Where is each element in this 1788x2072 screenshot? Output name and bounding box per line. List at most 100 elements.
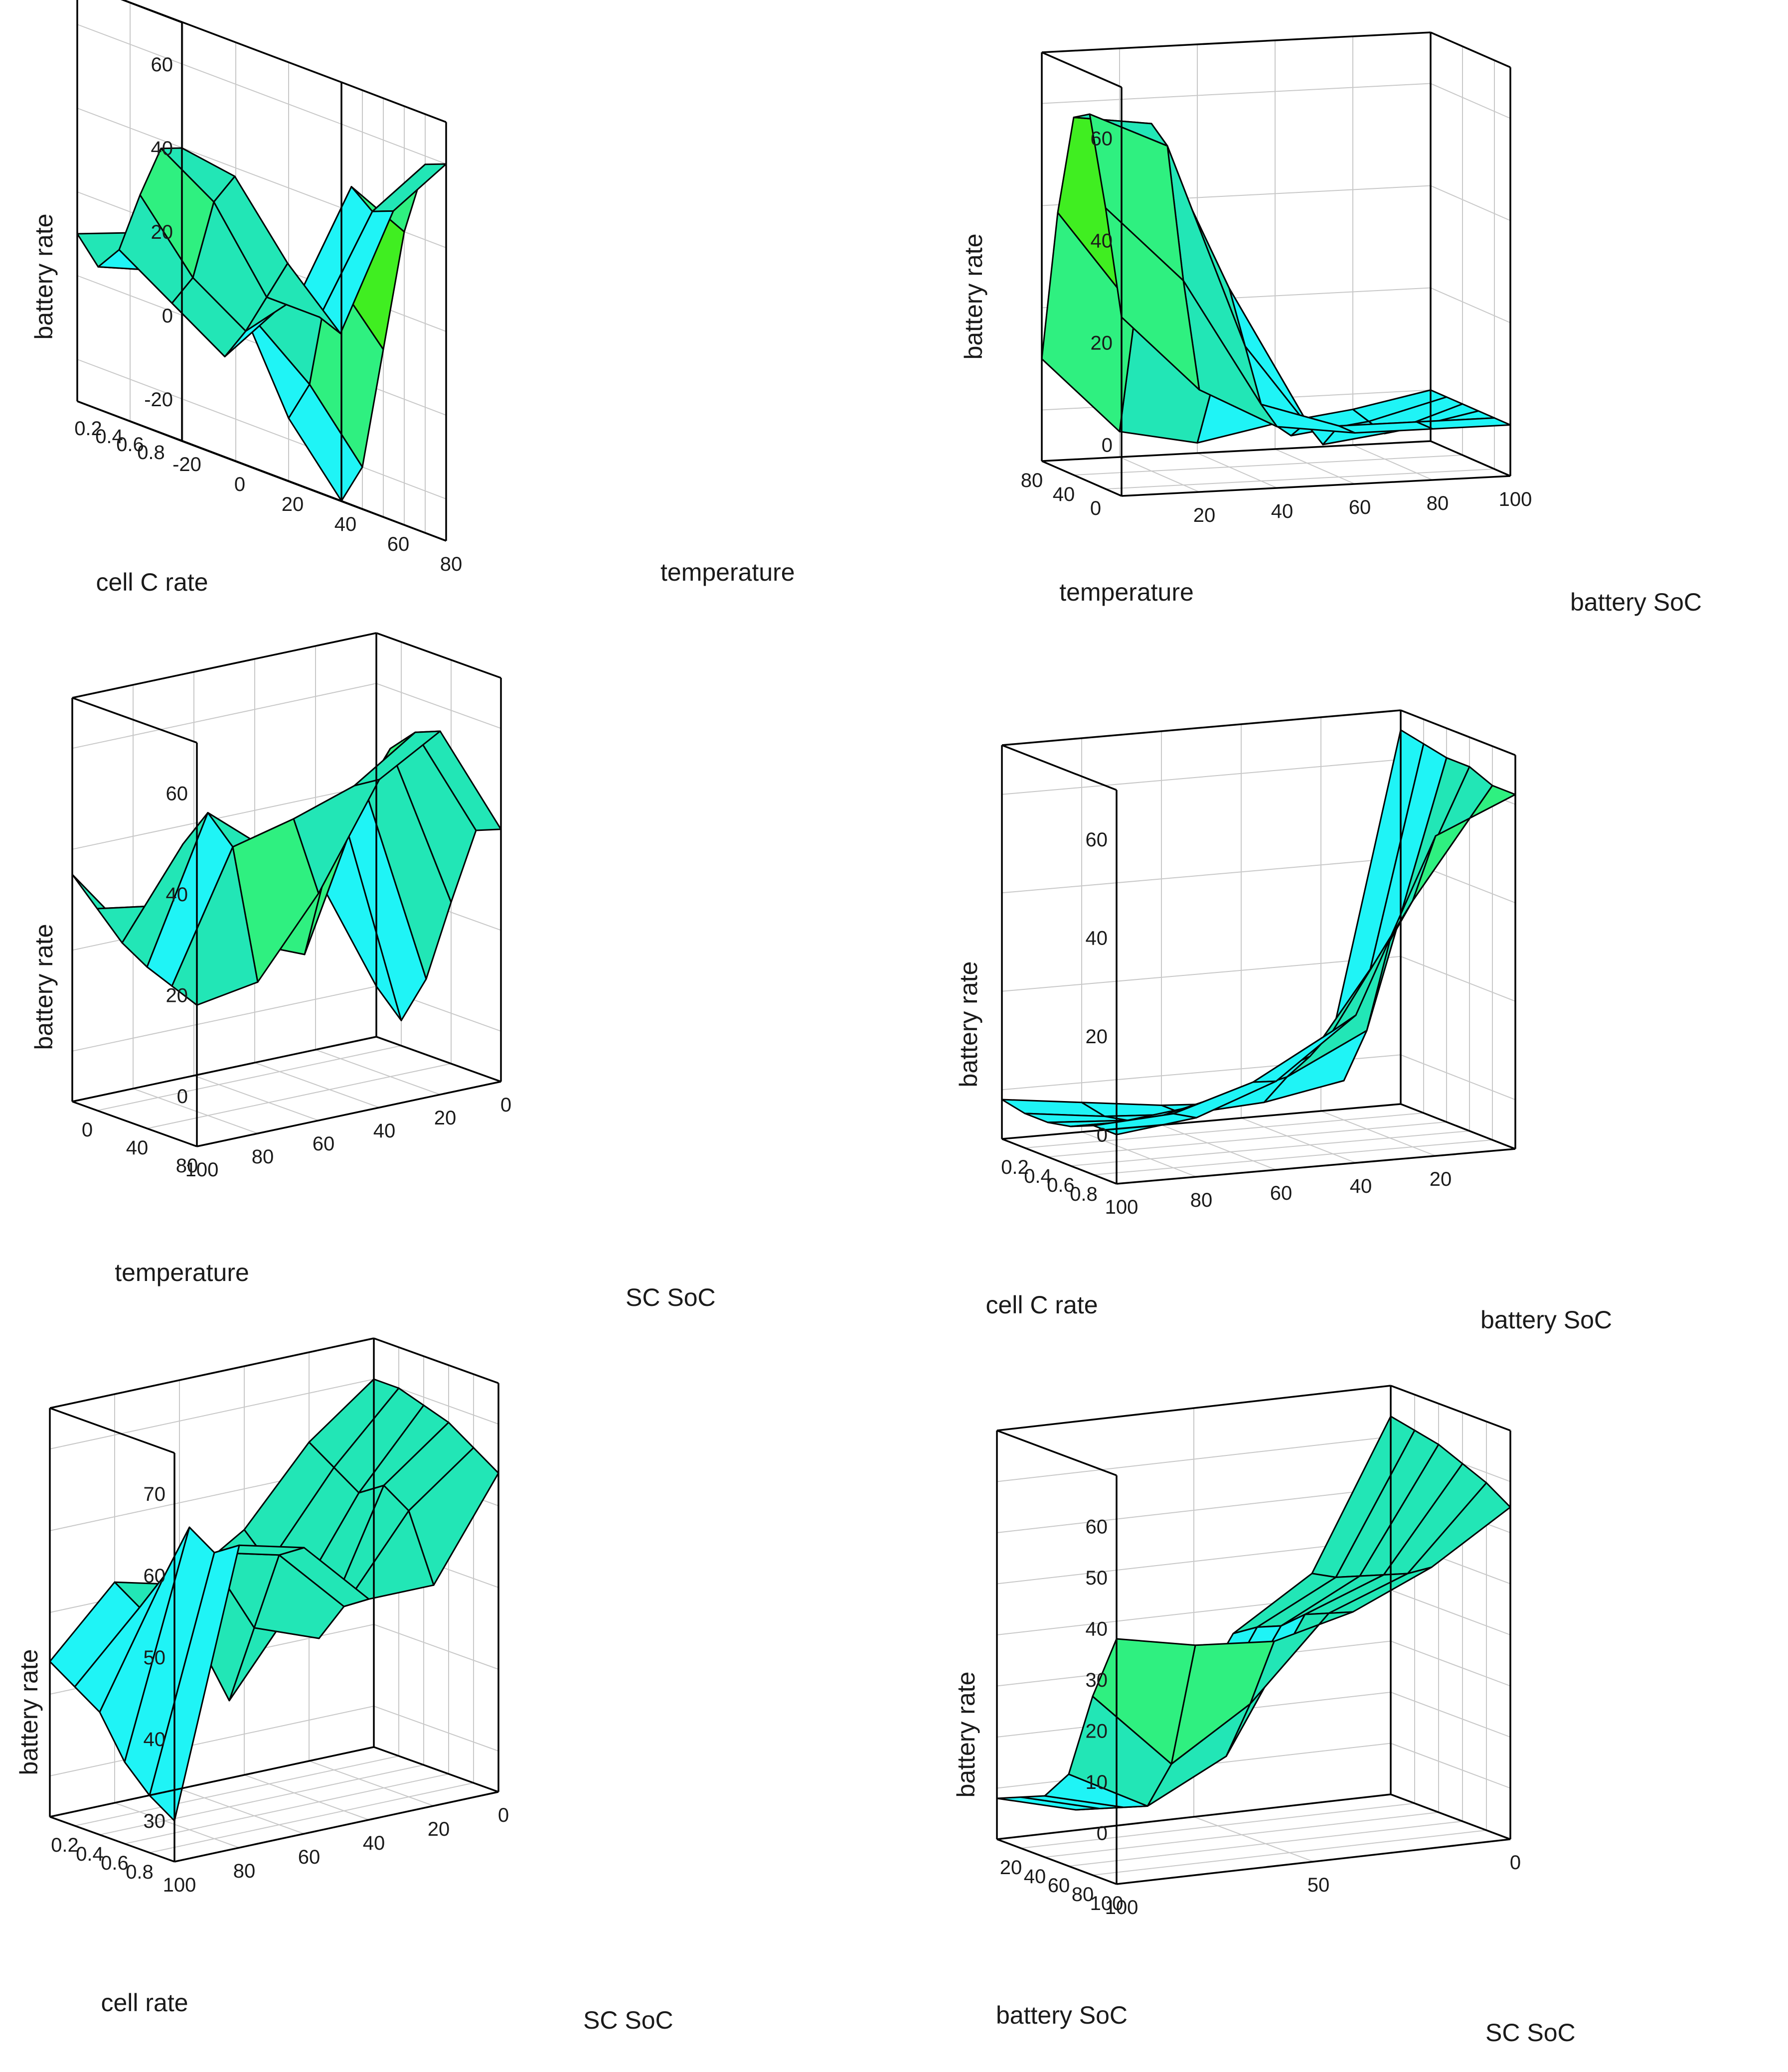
p4-ytick-2: 60: [1270, 1182, 1293, 1204]
p2-ytick-3: 80: [1427, 492, 1449, 514]
p6-ztick-3: 30: [1086, 1669, 1108, 1691]
p5-ztick-3: 40: [144, 1729, 166, 1751]
p3-ytick-5: 0: [500, 1094, 511, 1116]
p1-frame-edge-8: [181, 440, 447, 542]
p4-ztick-3: 0: [1097, 1124, 1108, 1146]
p2-ytick-4: 100: [1499, 488, 1532, 510]
p1-zgrid-4: [77, 359, 447, 499]
p4-frame-edge-4: [1001, 709, 1401, 746]
p4-ytick-4: 20: [1430, 1168, 1452, 1190]
p1-ztick-3: 0: [162, 305, 173, 327]
p5-frame-edge-1: [373, 1746, 499, 1793]
p2-frame-edge-7: [1041, 460, 1122, 497]
p2-ztick-3: 0: [1102, 435, 1113, 457]
p5-frame-edge-0: [49, 1746, 374, 1818]
p1-xtick-3: 0.2: [74, 418, 102, 440]
panel-p2: 60 40 20 0 0 40 80 20 40 60 80 100 battery rate tem…: [960, 31, 1702, 616]
p3-xtick-1: 40: [126, 1137, 149, 1159]
p4-ytick-0: 100: [1105, 1196, 1138, 1218]
p4-frame-edge-1: [1400, 1103, 1516, 1150]
p6-frame-edge-7: [996, 1838, 1117, 1885]
p1-zgrid-0: [77, 24, 447, 164]
p5-ytick-2: 60: [298, 1846, 321, 1868]
p6-ztick-4: 20: [1086, 1721, 1108, 1743]
p1-ytick-1: 0: [234, 474, 245, 495]
p4-ztick-1: 40: [1086, 927, 1108, 949]
p6-ztick-6: 0: [1097, 1823, 1108, 1845]
p3-xtick-0: 80: [176, 1155, 198, 1177]
p4-xtick-0: 0.8: [1070, 1183, 1098, 1205]
p5-patch-0-0: [149, 1544, 240, 1822]
p6-xtick-1: 80: [1072, 1884, 1094, 1906]
p6-patch-0-0: [1092, 1638, 1196, 1765]
p6-frame-edge-4: [996, 1385, 1391, 1432]
p2-ztick-2: 20: [1091, 332, 1113, 354]
p1-ytick-4: 60: [387, 533, 410, 555]
p1-frame-edge-4: [121, 0, 342, 83]
p5-frame-edge-5: [373, 1337, 499, 1384]
p3-xlabel: temperature: [115, 1259, 249, 1286]
p3-ztick-0: 60: [166, 783, 188, 804]
p5-ytick-3: 40: [363, 1832, 385, 1854]
p3-zlabel: battery rate: [30, 924, 58, 1050]
p4-frame-edge-8: [1116, 1148, 1516, 1185]
p6-xlabel: battery SoC: [996, 2001, 1128, 2029]
p6-frame-edge-0: [996, 1793, 1391, 1840]
p2-zgrid-0: [1041, 83, 1511, 119]
p5-ztick-1: 60: [144, 1565, 166, 1587]
panel-p1: 60 40 20 0 -20 0.80.60.40.2 -20 0 20 40 60 80 batte…: [30, 0, 795, 596]
p4-frame-edge-10: [1001, 744, 1117, 791]
p3-patch-0-0: [171, 846, 259, 1006]
p4-frame-edge-7: [1001, 1138, 1117, 1185]
p5-xtick-3: 0.2: [51, 1834, 79, 1856]
p5-frame-edge-4: [49, 1337, 374, 1409]
p1-ylabel: temperature: [660, 558, 795, 586]
p3-ztick-2: 20: [166, 984, 188, 1006]
p3-frame-edge-7: [72, 1101, 197, 1147]
p6-frame-edge-1: [1390, 1793, 1511, 1840]
p2-ztick-0: 60: [1091, 128, 1113, 150]
p3-frame-edge-4: [72, 632, 377, 699]
p3-frame-edge-0: [72, 1036, 377, 1103]
p5-ytick-4: 20: [428, 1818, 450, 1840]
p5-ztick-4: 30: [144, 1810, 166, 1832]
p3-ytick-1: 80: [252, 1146, 274, 1168]
p3-frame-edge-8: [196, 1081, 501, 1147]
p1-frame-edge-5: [341, 81, 447, 123]
p4-xtick-2: 0.4: [1024, 1165, 1052, 1187]
p3-ytick-4: 20: [434, 1107, 457, 1129]
p2-zlabel: battery rate: [960, 234, 987, 360]
p2-frame-edge-1: [1430, 440, 1511, 477]
p3-ztick-3: 0: [177, 1086, 188, 1108]
p1-patch-0-0: [160, 147, 236, 203]
p2-frame-edge-10: [1041, 51, 1122, 88]
p1-frame-edge-7: [77, 400, 182, 442]
p2-frame-edge-8: [1121, 475, 1511, 497]
p6-frame-edge-10: [996, 1430, 1117, 1476]
p5-xtick-1: 0.6: [101, 1852, 129, 1874]
p6-xtick-3: 40: [1024, 1866, 1046, 1888]
p3-ztick-1: 40: [166, 884, 188, 906]
p2-ztick-1: 40: [1091, 230, 1113, 252]
p1-zlabel: battery rate: [30, 214, 58, 340]
p6-ztick-5: 10: [1086, 1771, 1108, 1793]
p3-zgrid-3: [72, 985, 501, 1052]
p3-frame-edge-5: [376, 632, 501, 679]
p2-ytick-1: 40: [1271, 500, 1294, 522]
p1-frame-edge-10: [120, 0, 182, 23]
p3-ytick-0: 100: [185, 1159, 219, 1181]
p2-xtick-2: 80: [1021, 470, 1043, 491]
p6-ytick-2: 0: [1510, 1852, 1521, 1874]
p4-ylabel: battery SoC: [1480, 1306, 1612, 1334]
p4-frame-edge-5: [1400, 709, 1516, 756]
p1-ztick-2: 20: [151, 221, 173, 243]
p5-frame-edge-7: [49, 1816, 175, 1863]
p5-frame-edge-10: [49, 1407, 175, 1454]
p3-frame-edge-10: [72, 697, 197, 744]
p1-ztick-4: -20: [144, 389, 173, 411]
p2-ytick-2: 60: [1349, 496, 1371, 518]
p1-ytick-3: 40: [334, 513, 357, 535]
